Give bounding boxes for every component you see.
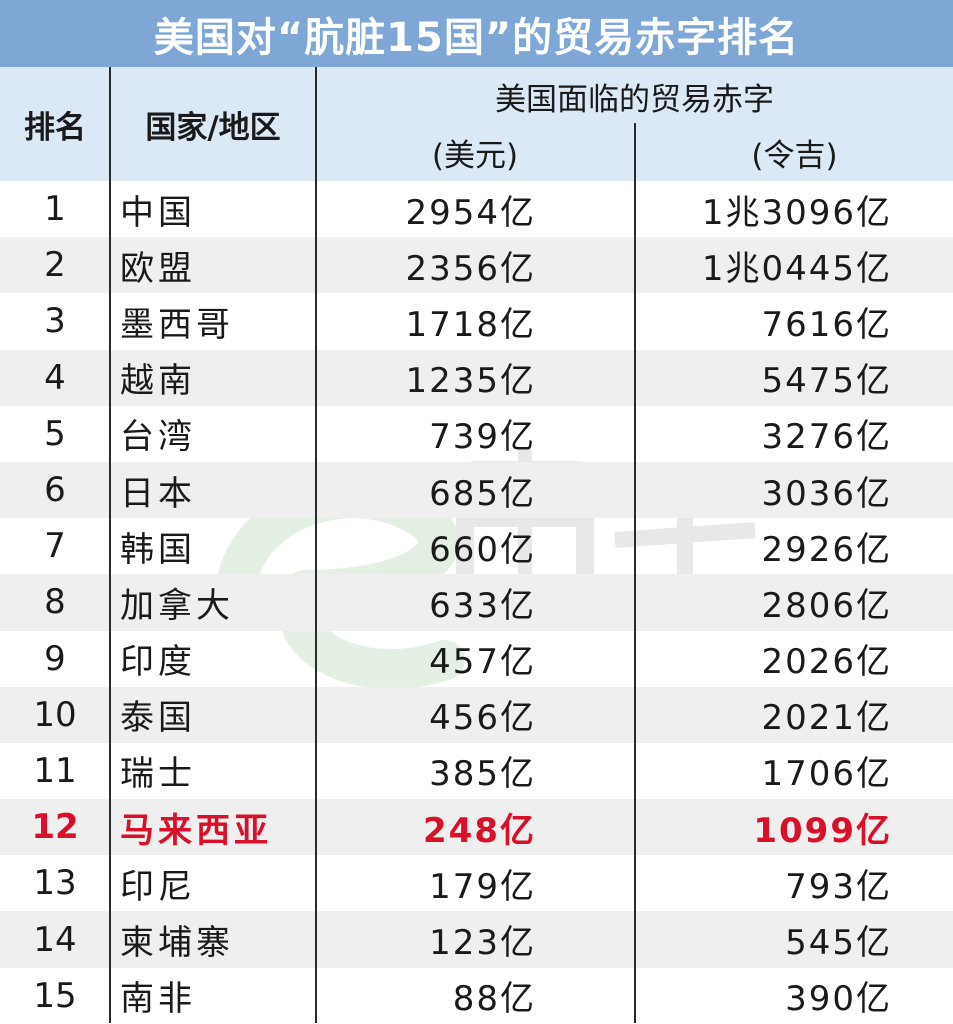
usd-cell: 123亿 bbox=[429, 923, 536, 964]
usd-cell: 1718亿 bbox=[405, 304, 536, 345]
header-myr: (令吉) bbox=[751, 137, 838, 174]
rank-cell: 10 bbox=[33, 694, 77, 735]
myr-cell: 545亿 bbox=[785, 923, 892, 964]
rank-cell: 7 bbox=[44, 526, 66, 567]
table-row: 1 中国 2954亿 1兆3096亿 bbox=[0, 181, 953, 237]
rank-cell: 3 bbox=[44, 301, 66, 342]
usd-cell: 385亿 bbox=[429, 754, 536, 795]
myr-cell: 2021亿 bbox=[761, 698, 892, 739]
usd-cell: 2356亿 bbox=[405, 248, 536, 289]
table-row: 10 泰国 456亿 2021亿 bbox=[0, 686, 953, 743]
table-row: 4 越南 1235亿 5475亿 bbox=[0, 349, 953, 406]
page-title: 美国对“肮脏15国”的贸易赤字排名 bbox=[0, 0, 953, 67]
myr-cell: 793亿 bbox=[785, 866, 892, 907]
table-header: 排名 国家/地区 美国面临的贸易赤字 (美元) (令吉) bbox=[0, 67, 953, 181]
myr-cell: 2926亿 bbox=[761, 529, 892, 570]
myr-cell: 390亿 bbox=[785, 979, 892, 1020]
country-cell: 越南 bbox=[120, 361, 196, 402]
table-row: 12 马来西亚 248亿 1099亿 bbox=[0, 799, 953, 856]
rank-cell: 6 bbox=[44, 470, 66, 511]
usd-cell: 179亿 bbox=[429, 866, 536, 907]
myr-cell: 2806亿 bbox=[761, 585, 892, 626]
usd-cell: 685亿 bbox=[429, 473, 536, 514]
myr-cell: 3276亿 bbox=[761, 417, 892, 458]
divider-currency bbox=[634, 123, 636, 1023]
table-row: 11 瑞士 385亿 1706亿 bbox=[0, 743, 953, 799]
table-row: 15 南非 88亿 390亿 bbox=[0, 968, 953, 1024]
myr-cell: 3036亿 bbox=[761, 473, 892, 514]
country-cell: 台湾 bbox=[120, 417, 196, 458]
myr-cell: 5475亿 bbox=[761, 361, 892, 402]
rank-cell: 9 bbox=[44, 638, 66, 679]
usd-cell: 633亿 bbox=[429, 585, 536, 626]
rank-cell: 1 bbox=[44, 189, 66, 230]
table-row: 7 韩国 660亿 2926亿 bbox=[0, 518, 953, 574]
usd-cell: 88亿 bbox=[452, 979, 536, 1020]
country-cell: 南非 bbox=[120, 979, 196, 1020]
rank-cell: 11 bbox=[33, 750, 77, 791]
table-body: 1 中国 2954亿 1兆3096亿 2 欧盟 2356亿 1兆0445亿 3 墨西哥 1718亿 7… bbox=[0, 181, 953, 1024]
country-cell: 柬埔寨 bbox=[120, 923, 234, 964]
rank-cell: 2 bbox=[44, 245, 66, 286]
country-cell: 印度 bbox=[120, 642, 196, 683]
country-cell: 泰国 bbox=[120, 698, 196, 739]
rank-cell: 13 bbox=[33, 863, 77, 904]
country-cell: 加拿大 bbox=[120, 585, 234, 626]
table-row: 3 墨西哥 1718亿 7616亿 bbox=[0, 293, 953, 349]
usd-cell: 457亿 bbox=[429, 642, 536, 683]
country-cell: 墨西哥 bbox=[120, 304, 234, 345]
rank-cell: 8 bbox=[44, 582, 66, 623]
usd-cell: 248亿 bbox=[423, 810, 536, 851]
myr-cell: 1706亿 bbox=[761, 754, 892, 795]
rank-cell: 15 bbox=[33, 975, 77, 1016]
myr-cell: 1兆3096亿 bbox=[701, 192, 892, 233]
country-cell: 日本 bbox=[120, 473, 196, 514]
rank-cell: 5 bbox=[44, 413, 66, 454]
header-deficit: 美国面临的贸易赤字 bbox=[495, 81, 774, 118]
country-cell: 印尼 bbox=[120, 866, 196, 907]
divider-country bbox=[315, 67, 317, 1023]
myr-cell: 7616亿 bbox=[761, 304, 892, 345]
usd-cell: 739亿 bbox=[429, 417, 536, 458]
header-rank: 排名 bbox=[24, 109, 86, 146]
usd-cell: 2954亿 bbox=[405, 192, 536, 233]
divider-rank bbox=[109, 67, 111, 1023]
usd-cell: 660亿 bbox=[429, 529, 536, 570]
table-row: 14 柬埔寨 123亿 545亿 bbox=[0, 911, 953, 968]
country-cell: 欧盟 bbox=[120, 248, 196, 289]
country-cell: 中国 bbox=[120, 192, 196, 233]
table-row: 9 印度 457亿 2026亿 bbox=[0, 631, 953, 687]
table-row: 5 台湾 739亿 3276亿 bbox=[0, 406, 953, 462]
table-row: 2 欧盟 2356亿 1兆0445亿 bbox=[0, 237, 953, 294]
myr-cell: 1099亿 bbox=[753, 810, 892, 851]
myr-cell: 1兆0445亿 bbox=[701, 248, 892, 289]
myr-cell: 2026亿 bbox=[761, 642, 892, 683]
usd-cell: 456亿 bbox=[429, 698, 536, 739]
rank-cell: 14 bbox=[33, 919, 77, 960]
table-row: 8 加拿大 633亿 2806亿 bbox=[0, 574, 953, 631]
rank-cell: 4 bbox=[44, 357, 66, 398]
table-row: 13 印尼 179亿 793亿 bbox=[0, 855, 953, 911]
usd-cell: 1235亿 bbox=[405, 361, 536, 402]
header-usd: (美元) bbox=[431, 137, 519, 174]
header-country: 国家/地区 bbox=[145, 109, 281, 146]
country-cell: 瑞士 bbox=[120, 754, 196, 795]
country-cell: 韩国 bbox=[120, 529, 196, 570]
country-cell: 马来西亚 bbox=[120, 810, 272, 851]
rank-cell: 12 bbox=[31, 807, 79, 848]
table-row: 6 日本 685亿 3036亿 bbox=[0, 461, 953, 519]
